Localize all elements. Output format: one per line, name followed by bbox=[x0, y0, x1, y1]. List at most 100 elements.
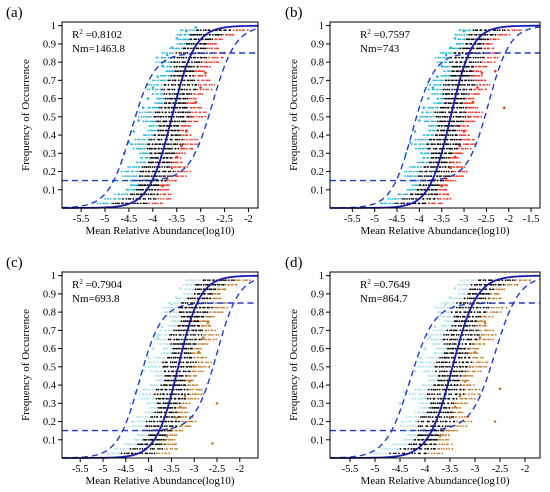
data-point bbox=[448, 361, 451, 364]
data-point bbox=[172, 170, 175, 173]
data-point bbox=[456, 311, 458, 313]
data-point bbox=[197, 361, 200, 364]
data-point bbox=[434, 93, 436, 95]
data-point bbox=[201, 361, 204, 364]
data-point bbox=[157, 157, 159, 159]
data-point bbox=[442, 97, 445, 100]
data-point bbox=[169, 448, 172, 450]
data-point bbox=[211, 315, 213, 318]
data-point bbox=[474, 61, 477, 63]
data-point bbox=[207, 79, 209, 82]
data-point bbox=[454, 179, 457, 182]
data-point bbox=[423, 393, 425, 396]
data-point bbox=[430, 157, 433, 159]
data-point bbox=[423, 202, 425, 205]
series-point bbox=[175, 155, 178, 159]
data-point bbox=[462, 56, 464, 59]
data-point bbox=[463, 315, 466, 318]
data-point bbox=[174, 311, 177, 313]
data-point bbox=[158, 338, 161, 341]
data-point bbox=[183, 138, 186, 141]
data-point bbox=[170, 152, 173, 155]
data-point bbox=[477, 74, 479, 77]
data-point bbox=[144, 388, 147, 391]
data-point bbox=[408, 170, 411, 173]
data-point bbox=[188, 365, 191, 368]
data-point bbox=[152, 93, 155, 95]
data-point bbox=[433, 79, 435, 82]
data-point bbox=[477, 320, 480, 323]
data-point bbox=[441, 370, 443, 373]
x-tick-label: -2 bbox=[235, 464, 244, 475]
data-point bbox=[445, 438, 448, 441]
data-point bbox=[441, 443, 444, 446]
data-point bbox=[237, 279, 239, 282]
data-point bbox=[124, 443, 127, 446]
data-point bbox=[186, 375, 189, 377]
data-point bbox=[442, 375, 444, 377]
data-point bbox=[238, 279, 241, 282]
chart-panel-2: 0.10.20.30.40.50.60.70.80.91-5.5 -5 -4.5 -4… bbox=[285, 5, 541, 237]
series-point bbox=[185, 130, 188, 133]
data-point bbox=[481, 61, 483, 63]
data-point bbox=[433, 88, 435, 91]
ci-upper-line bbox=[330, 302, 540, 459]
data-point bbox=[445, 175, 447, 178]
data-point bbox=[164, 407, 167, 409]
data-point bbox=[177, 129, 180, 132]
x-tick-label: -3 bbox=[190, 464, 199, 475]
data-point bbox=[163, 161, 166, 164]
data-point bbox=[445, 324, 448, 327]
data-point bbox=[153, 452, 156, 455]
data-point bbox=[224, 288, 227, 291]
data-point bbox=[157, 407, 160, 409]
data-point bbox=[473, 74, 476, 77]
data-point bbox=[434, 375, 437, 377]
data-point bbox=[466, 338, 468, 341]
data-point bbox=[453, 420, 456, 423]
data-point bbox=[446, 311, 448, 313]
data-point bbox=[197, 38, 200, 41]
x-tick-label: -4 bbox=[144, 464, 153, 475]
data-point bbox=[436, 175, 439, 178]
data-point bbox=[208, 320, 210, 323]
data-point bbox=[208, 306, 211, 309]
data-point bbox=[130, 143, 133, 146]
data-point bbox=[133, 193, 136, 196]
data-point bbox=[171, 179, 174, 182]
data-point bbox=[460, 33, 463, 36]
data-point bbox=[374, 452, 376, 455]
data-point bbox=[181, 129, 184, 132]
data-point bbox=[178, 416, 181, 418]
data-point bbox=[456, 338, 459, 341]
data-point bbox=[482, 306, 485, 309]
data-point bbox=[164, 56, 166, 59]
data-point bbox=[447, 170, 450, 173]
data-point bbox=[188, 343, 191, 345]
series-point bbox=[197, 350, 200, 354]
data-point bbox=[441, 452, 443, 455]
data-point bbox=[479, 324, 482, 327]
data-point bbox=[457, 402, 460, 405]
data-point bbox=[434, 56, 437, 59]
data-point bbox=[201, 47, 203, 50]
data-point bbox=[177, 416, 180, 418]
data-point bbox=[148, 388, 151, 391]
data-point bbox=[439, 193, 442, 196]
data-point bbox=[176, 356, 179, 359]
data-point bbox=[148, 143, 151, 146]
data-point bbox=[494, 334, 497, 336]
data-point bbox=[497, 306, 500, 309]
data-point bbox=[138, 179, 141, 182]
data-point bbox=[182, 334, 185, 336]
data-point bbox=[142, 188, 145, 191]
data-point bbox=[159, 61, 161, 63]
data-point bbox=[199, 306, 202, 309]
data-point bbox=[166, 184, 169, 187]
data-point bbox=[145, 134, 147, 137]
data-point bbox=[459, 379, 461, 382]
data-point bbox=[181, 324, 184, 327]
y-tick-label: 0.7 bbox=[43, 326, 56, 337]
data-point bbox=[414, 411, 416, 414]
data-point bbox=[459, 329, 462, 332]
